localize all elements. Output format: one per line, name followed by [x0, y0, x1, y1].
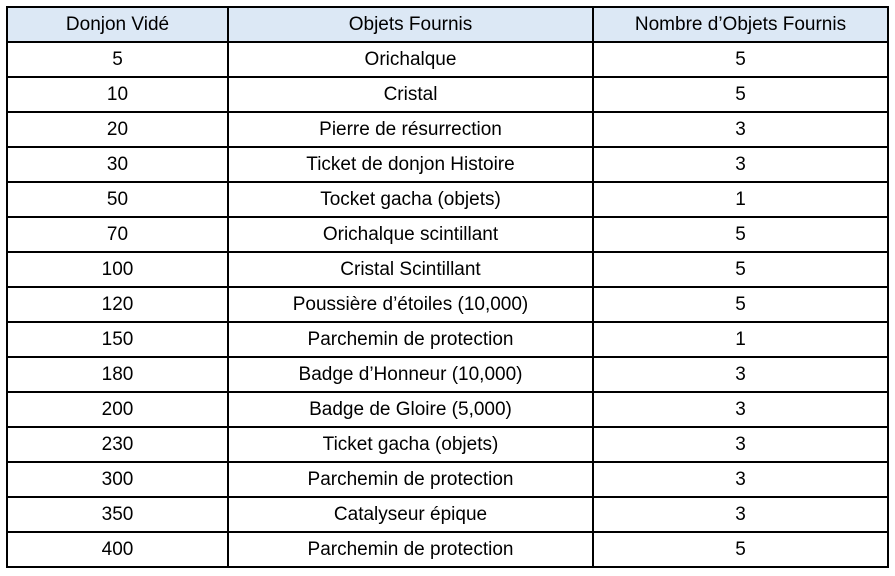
- cell-donjon-vide: 5: [6, 41, 229, 78]
- cell-donjon-vide: 200: [6, 391, 229, 428]
- cell-nombre-objets: 5: [592, 76, 889, 113]
- cell-objets-fournis: Ticket de donjon Histoire: [227, 146, 594, 183]
- table-row: 350 Catalyseur épique 3: [6, 496, 889, 533]
- cell-nombre-objets: 1: [592, 181, 889, 218]
- cell-donjon-vide: 100: [6, 251, 229, 288]
- cell-nombre-objets: 3: [592, 461, 889, 498]
- table-row: 30 Ticket de donjon Histoire 3: [6, 146, 889, 183]
- table-header: Donjon Vidé Objets Fournis Nombre d’Obje…: [6, 6, 889, 43]
- cell-objets-fournis: Tocket gacha (objets): [227, 181, 594, 218]
- table-row: 100 Cristal Scintillant 5: [6, 251, 889, 288]
- cell-nombre-objets: 5: [592, 251, 889, 288]
- table-row: 20 Pierre de résurrection 3: [6, 111, 889, 148]
- cell-objets-fournis: Badge de Gloire (5,000): [227, 391, 594, 428]
- cell-nombre-objets: 5: [592, 41, 889, 78]
- table-row: 5 Orichalque 5: [6, 41, 889, 78]
- cell-objets-fournis: Parchemin de protection: [227, 321, 594, 358]
- table-row: 180 Badge d’Honneur (10,000) 3: [6, 356, 889, 393]
- cell-objets-fournis: Pierre de résurrection: [227, 111, 594, 148]
- cell-nombre-objets: 1: [592, 321, 889, 358]
- column-header-donjon-vide: Donjon Vidé: [6, 6, 229, 43]
- cell-objets-fournis: Cristal Scintillant: [227, 251, 594, 288]
- cell-nombre-objets: 5: [592, 216, 889, 253]
- cell-donjon-vide: 50: [6, 181, 229, 218]
- cell-objets-fournis: Poussière d’étoiles (10,000): [227, 286, 594, 323]
- cell-donjon-vide: 300: [6, 461, 229, 498]
- cell-nombre-objets: 3: [592, 356, 889, 393]
- cell-donjon-vide: 120: [6, 286, 229, 323]
- cell-objets-fournis: Catalyseur épique: [227, 496, 594, 533]
- table-row: 400 Parchemin de protection 5: [6, 531, 889, 568]
- table-row: 70 Orichalque scintillant 5: [6, 216, 889, 253]
- header-row: Donjon Vidé Objets Fournis Nombre d’Obje…: [6, 6, 889, 43]
- cell-donjon-vide: 30: [6, 146, 229, 183]
- cell-objets-fournis: Badge d’Honneur (10,000): [227, 356, 594, 393]
- table-row: 200 Badge de Gloire (5,000) 3: [6, 391, 889, 428]
- table-row: 50 Tocket gacha (objets) 1: [6, 181, 889, 218]
- cell-nombre-objets: 5: [592, 286, 889, 323]
- table-row: 120 Poussière d’étoiles (10,000) 5: [6, 286, 889, 323]
- cell-nombre-objets: 5: [592, 531, 889, 568]
- dungeon-rewards-table: Donjon Vidé Objets Fournis Nombre d’Obje…: [6, 6, 889, 568]
- cell-objets-fournis: Ticket gacha (objets): [227, 426, 594, 463]
- cell-donjon-vide: 70: [6, 216, 229, 253]
- cell-donjon-vide: 150: [6, 321, 229, 358]
- cell-nombre-objets: 3: [592, 111, 889, 148]
- table-row: 10 Cristal 5: [6, 76, 889, 113]
- cell-donjon-vide: 230: [6, 426, 229, 463]
- cell-donjon-vide: 20: [6, 111, 229, 148]
- table-body: 5 Orichalque 5 10 Cristal 5 20 Pierre de résurr…: [6, 41, 889, 568]
- table-row: 230 Ticket gacha (objets) 3: [6, 426, 889, 463]
- cell-objets-fournis: Orichalque: [227, 41, 594, 78]
- cell-nombre-objets: 3: [592, 146, 889, 183]
- cell-objets-fournis: Parchemin de protection: [227, 531, 594, 568]
- cell-donjon-vide: 180: [6, 356, 229, 393]
- table-row: 150 Parchemin de protection 1: [6, 321, 889, 358]
- cell-objets-fournis: Parchemin de protection: [227, 461, 594, 498]
- column-header-objets-fournis: Objets Fournis: [227, 6, 594, 43]
- cell-nombre-objets: 3: [592, 391, 889, 428]
- table-row: 300 Parchemin de protection 3: [6, 461, 889, 498]
- cell-donjon-vide: 10: [6, 76, 229, 113]
- cell-donjon-vide: 400: [6, 531, 229, 568]
- cell-objets-fournis: Cristal: [227, 76, 594, 113]
- cell-nombre-objets: 3: [592, 496, 889, 533]
- column-header-nombre-objets-fournis: Nombre d’Objets Fournis: [592, 6, 889, 43]
- cell-nombre-objets: 3: [592, 426, 889, 463]
- cell-objets-fournis: Orichalque scintillant: [227, 216, 594, 253]
- cell-donjon-vide: 350: [6, 496, 229, 533]
